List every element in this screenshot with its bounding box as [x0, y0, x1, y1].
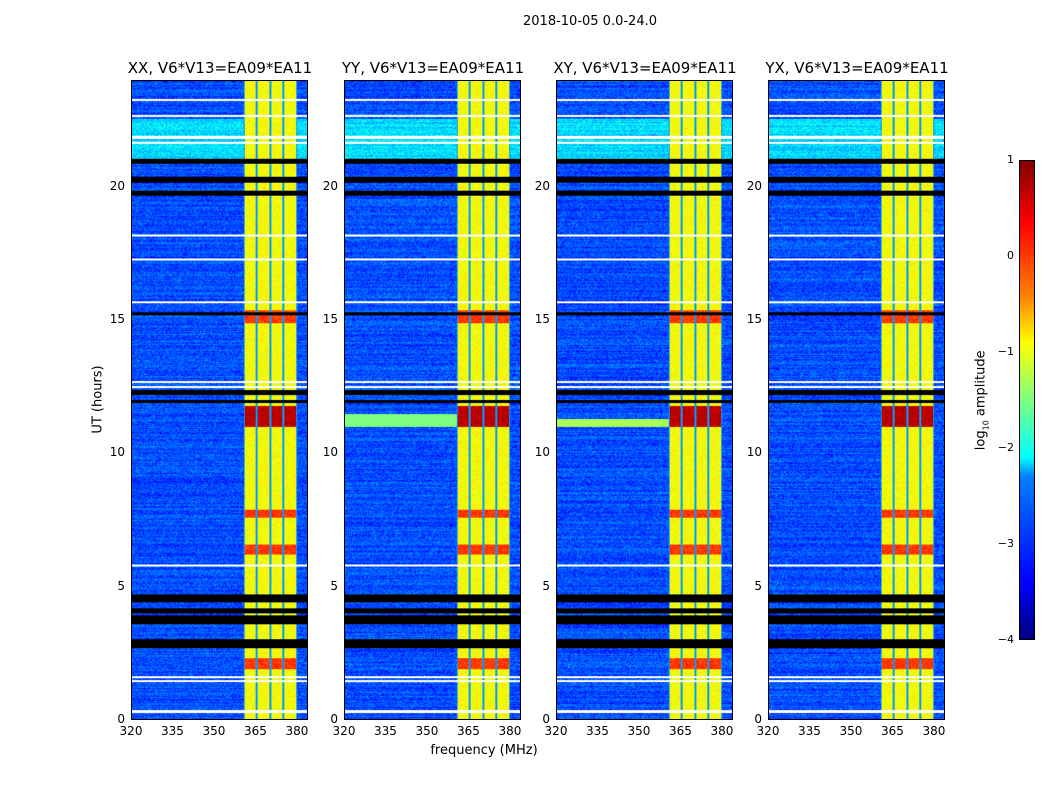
colorbar [1019, 160, 1035, 640]
figure-title: 2018-10-05 0.0-24.0 [523, 14, 657, 29]
y-tick-label: 5 [754, 578, 762, 593]
x-tick-label: 365 [457, 724, 480, 738]
y-tick-label: 0 [330, 712, 338, 726]
y-tick-label: 20 [109, 178, 125, 193]
panel-title-yx: YX, V6*V13=EA09*EA11 [765, 59, 949, 77]
x-tick-label: 335 [798, 724, 821, 738]
x-tick-label: 320 [119, 724, 143, 738]
y-tick-label: 20 [322, 178, 338, 193]
y-tick-label: 20 [746, 178, 762, 193]
x-tick-label: 350 [202, 724, 226, 738]
x-tick-label: 320 [544, 724, 568, 738]
x-tick-label: 365 [244, 724, 267, 738]
x-tick-label: 335 [374, 724, 397, 738]
x-tick-label: 350 [839, 724, 863, 738]
y-tick-label: 0 [117, 712, 125, 726]
heatmap-yx [769, 81, 944, 719]
y-tick-label: 10 [322, 445, 338, 460]
y-tick-label: 0 [542, 712, 550, 726]
x-tick-label: 350 [627, 724, 651, 738]
y-axis-label: UT (hours) [90, 365, 106, 434]
heatmap-panel-xy [556, 80, 733, 720]
heatmap-panel-xx [131, 80, 308, 720]
panel-title-yy: YY, V6*V13=EA09*EA11 [341, 59, 525, 77]
x-tick-label: 320 [332, 724, 356, 738]
colorbar-tick-label: 0 [1007, 249, 1014, 262]
heatmap-xy [557, 81, 732, 719]
x-tick-label: 380 [710, 724, 734, 738]
y-tick-label: 10 [746, 445, 762, 460]
colorbar-tick-label: −4 [997, 633, 1014, 646]
colorbar-tick-label: 1 [1007, 153, 1014, 166]
heatmap-panel-yx [768, 80, 945, 720]
x-tick-label: 365 [669, 724, 692, 738]
colorbar-tick-label: −1 [997, 345, 1014, 358]
y-tick-label: 5 [117, 578, 125, 593]
x-tick-label: 335 [161, 724, 184, 738]
y-tick-label: 5 [542, 578, 550, 593]
colorbar-tick-label: −3 [997, 537, 1014, 550]
x-tick-label: 365 [881, 724, 904, 738]
heatmap-panel-yy [344, 80, 521, 720]
x-tick-label: 380 [498, 724, 522, 738]
y-tick-label: 10 [109, 445, 125, 460]
x-tick-label: 335 [586, 724, 609, 738]
y-tick-label: 0 [754, 712, 762, 726]
colorbar-tick-label: −2 [997, 441, 1014, 454]
y-tick-label: 5 [330, 578, 338, 593]
x-axis-label: frequency (MHz) [430, 743, 538, 758]
y-tick-label: 10 [534, 445, 550, 460]
x-tick-label: 380 [285, 724, 309, 738]
x-tick-label: 350 [415, 724, 439, 738]
y-tick-label: 15 [746, 312, 762, 326]
y-tick-label: 15 [109, 312, 125, 326]
heatmap-xx [132, 81, 307, 719]
y-tick-label: 15 [534, 312, 550, 326]
y-tick-label: 20 [534, 178, 550, 193]
panel-title-xx: XX, V6*V13=EA09*EA11 [127, 59, 313, 77]
y-tick-label: 15 [322, 312, 338, 326]
heatmap-yy [345, 81, 520, 719]
panel-title-xy: XY, V6*V13=EA09*EA11 [553, 59, 737, 77]
x-tick-label: 380 [922, 724, 946, 738]
colorbar-label: log10 amplitude [973, 350, 991, 451]
x-tick-label: 320 [756, 724, 780, 738]
